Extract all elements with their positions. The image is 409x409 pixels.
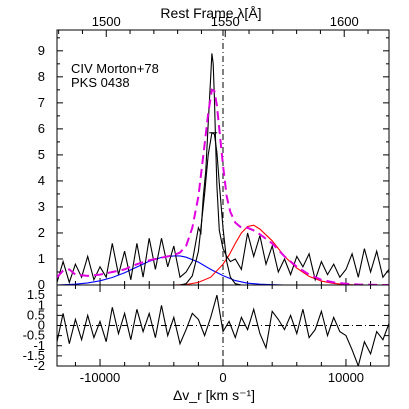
main-y-tick-label: 5	[38, 147, 45, 162]
main-y-tick-label: 7	[38, 95, 45, 110]
series-red-component	[173, 224, 389, 285]
annotation-line-1: CIV Morton+78	[71, 61, 159, 76]
resid-y-tick-label: -1.5	[23, 348, 45, 363]
main-panel: 0 1 2 3 4 5 6 7 8 9 1500 1550 1600	[38, 14, 390, 292]
resid-y-tick-label: 0	[38, 318, 45, 333]
resid-y-tick-label: -2	[33, 358, 45, 373]
resid-x-tick-label: 0	[219, 370, 226, 385]
top-x-tick-label: 1550	[211, 14, 240, 29]
resid-y-tick-label: -1	[33, 338, 45, 353]
main-y-tick-label: 0	[38, 277, 45, 292]
resid-y-tick-label: 1	[38, 297, 45, 312]
main-y-tick-label: 9	[38, 43, 45, 58]
main-y-tick-label: 8	[38, 69, 45, 84]
main-y-tick-label: 2	[38, 225, 45, 240]
resid-y-tick-label: 0.5	[27, 307, 45, 322]
top-x-tick-label: 1500	[92, 14, 121, 29]
residual-panel: -10000 0 10000-2-1.5-1-0.500.511.5	[23, 284, 390, 385]
top-x-tick-label: 1600	[330, 14, 359, 29]
series-narrow-black-component	[179, 131, 242, 285]
main-y-tick-label: 6	[38, 121, 45, 136]
series-total-fit	[57, 88, 389, 285]
resid-plot-area	[57, 294, 389, 366]
resid-x-tick-label: -10000	[80, 370, 120, 385]
bottom-axis-label: Δv_r [km s⁻¹]	[173, 387, 255, 403]
main-plot-area	[57, 53, 389, 285]
main-y-tick-label: 3	[38, 199, 45, 214]
series-residual	[57, 294, 389, 366]
main-y-tick-label: 1	[38, 251, 45, 266]
figure-labels: Rest Frame λ[Å] CIV Morton+78 PKS 0438 Δ…	[71, 5, 262, 403]
series-broad-blue-component	[57, 255, 297, 285]
main-y-tick-label: 4	[38, 173, 45, 188]
series-observed-profile	[57, 53, 389, 285]
top-axis-label: Rest Frame λ[Å]	[160, 5, 261, 21]
annotation-line-2: PKS 0438	[71, 75, 130, 90]
resid-x-tick-label: 10000	[328, 370, 364, 385]
resid-y-tick-label: 1.5	[27, 287, 45, 302]
resid-y-tick-label: -0.5	[23, 328, 45, 343]
